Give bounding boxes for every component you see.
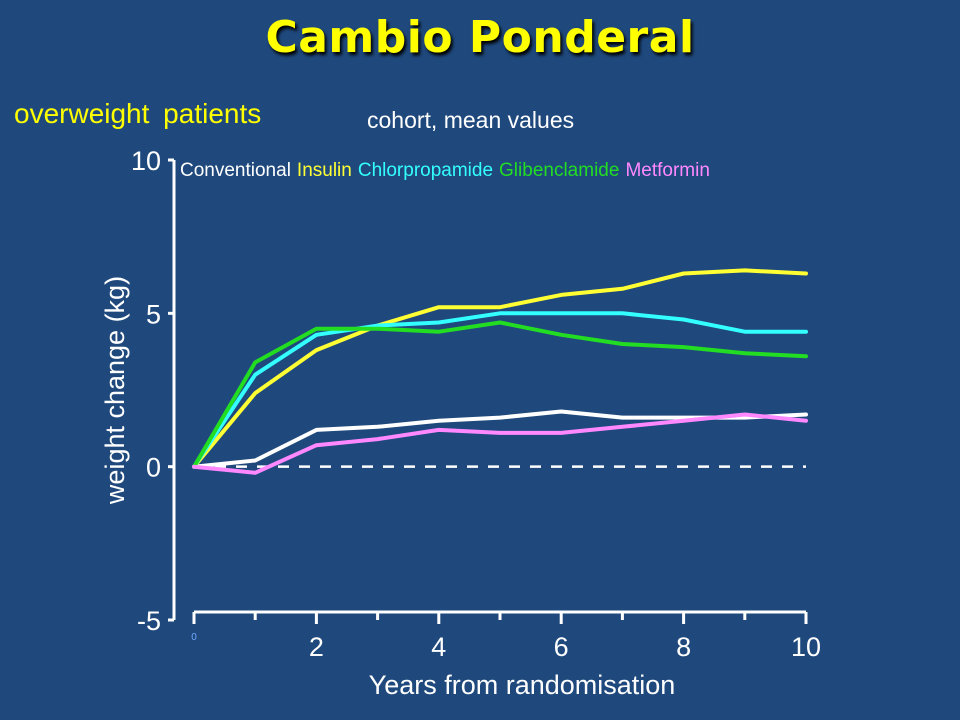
slide-title: Cambio Ponderal — [265, 12, 695, 63]
patient-group-label: overweight patients — [14, 98, 262, 129]
x-tick-label: 8 — [676, 632, 691, 662]
legend-item-glibenclamide: Glibenclamide — [499, 160, 619, 181]
legend-item-insulin: Insulin — [297, 160, 352, 181]
y-axis-title: weight change (kg) — [100, 276, 130, 505]
series-line-metformin — [192, 412, 808, 475]
x-tick-label: 4 — [431, 632, 446, 662]
legend-item-metformin: Metformin — [625, 160, 709, 181]
cohort-note: cohort, mean values — [367, 107, 575, 133]
y-tick-label: 10 — [131, 146, 161, 176]
x-axis-title: Years from randomisation — [369, 670, 676, 700]
x-tick-label: 2 — [309, 632, 324, 662]
series-line-chlorpropamide — [192, 311, 808, 469]
series-line-glibenclamide — [192, 320, 808, 469]
legend-item-chlorpropamide: Chlorpropamide — [358, 160, 493, 181]
y-tick-label: 0 — [146, 453, 161, 483]
y-tick-label: -5 — [137, 606, 161, 636]
x-tick-label: 6 — [554, 632, 569, 662]
series-line-insulin — [192, 268, 808, 469]
y-tick-label: 5 — [146, 299, 161, 329]
legend-item-conventional: Conventional — [180, 160, 291, 181]
x-origin-label: 0 — [191, 632, 197, 643]
x-tick-label: 10 — [791, 632, 821, 662]
